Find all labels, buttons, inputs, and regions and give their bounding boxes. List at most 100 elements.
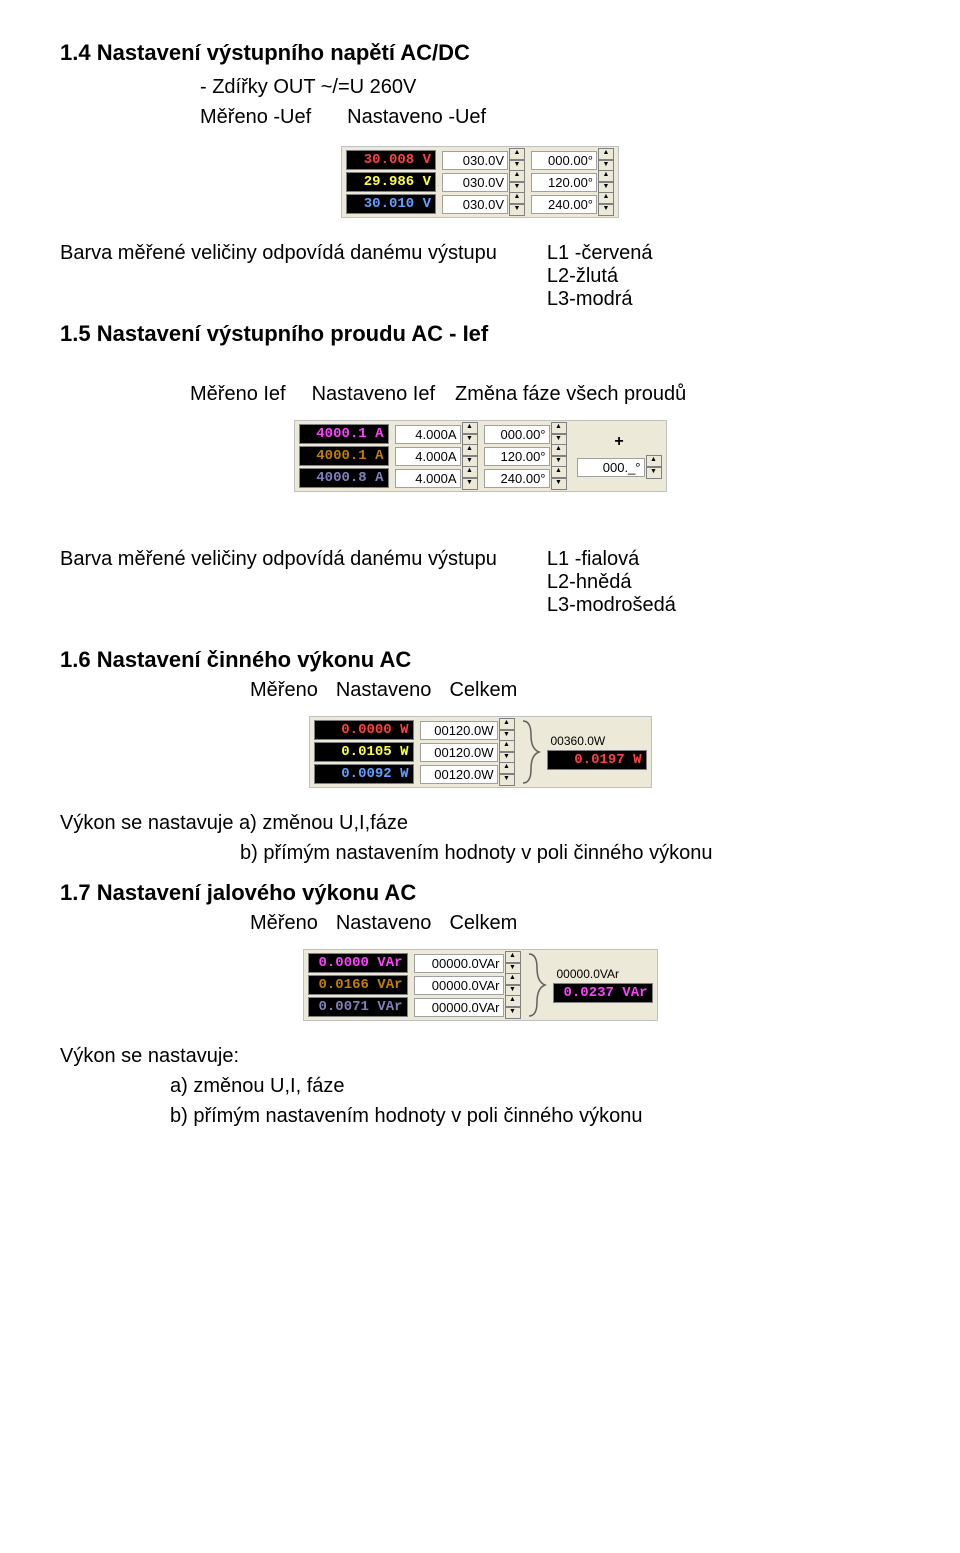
spin-input[interactable]: 030.0V	[442, 151, 508, 170]
spin-up-icon[interactable]: ▲	[598, 170, 614, 182]
table-row: 29.986 V030.0V▲▼120.00°▲▼	[346, 171, 614, 193]
table-row: 4000.1 A4.000A▲▼120.00°▲▼	[299, 445, 567, 467]
measured-display: 0.0000 W	[314, 720, 414, 740]
spin-down-icon[interactable]: ▼	[509, 204, 525, 216]
label-mereno-17: Měřeno	[250, 912, 318, 935]
spin-up-icon[interactable]: ▲	[462, 466, 478, 478]
spin-up-icon[interactable]: ▲	[551, 444, 567, 456]
table-row: 30.010 V030.0V▲▼240.00°▲▼	[346, 193, 614, 215]
spin-down-icon[interactable]: ▼	[551, 478, 567, 490]
section-1-4-sub1: - Zdířky OUT ~/=U 260V	[200, 72, 900, 102]
spin-input[interactable]: 030.0V	[442, 173, 508, 192]
measured-display: 29.986 V	[346, 172, 436, 192]
voltage-panel: 30.008 V030.0V▲▼000.00°▲▼29.986 V030.0V▲…	[341, 146, 619, 218]
note-16b: b) přímým nastavením hodnoty v poli činn…	[240, 838, 900, 868]
color-legend-item: L2-hnědá	[547, 571, 676, 594]
spin-input[interactable]: 240.00°	[531, 195, 597, 214]
table-row: 4000.1 A4.000A▲▼000.00°▲▼	[299, 423, 567, 445]
note-17b: b) přímým nastavením hodnoty v poli činn…	[170, 1101, 900, 1131]
active-power-sum-label: 00360.0W	[547, 734, 606, 748]
spin-up-icon[interactable]: ▲	[646, 455, 662, 467]
table-row: 0.0166 VAr00000.0VAr▲▼	[308, 974, 521, 996]
label-mereno-uef: Měřeno -Uef	[200, 102, 311, 132]
spin-input[interactable]: 00000.0VAr	[414, 998, 504, 1017]
brace-icon	[521, 719, 541, 785]
spin-up-icon[interactable]: ▲	[499, 718, 515, 730]
measured-display: 4000.1 A	[299, 424, 389, 444]
color-legend-item: L3-modrá	[547, 288, 653, 311]
measured-display: 0.0092 W	[314, 764, 414, 784]
phase-lock-input[interactable]: 000._°	[577, 458, 645, 477]
spin-up-icon[interactable]: ▲	[551, 422, 567, 434]
label-zmena-faze: Změna fáze všech proudů	[455, 383, 686, 406]
spin-up-icon[interactable]: ▲	[505, 973, 521, 985]
color-legend-item: L1 -červená	[547, 242, 653, 265]
measured-display: 0.0071 VAr	[308, 997, 408, 1017]
plus-icon: +	[614, 433, 623, 451]
spin-up-icon[interactable]: ▲	[499, 740, 515, 752]
spin-down-icon[interactable]: ▼	[462, 478, 478, 490]
label-nastaveno-ief: Nastaveno Ief	[312, 383, 435, 406]
spin-input[interactable]: 00120.0W	[420, 765, 498, 784]
spin-input[interactable]: 4.000A	[395, 425, 461, 444]
spin-input[interactable]: 00120.0W	[420, 743, 498, 762]
spin-input[interactable]: 000.00°	[484, 425, 550, 444]
spin-input[interactable]: 000.00°	[531, 151, 597, 170]
table-row: 30.008 V030.0V▲▼000.00°▲▼	[346, 149, 614, 171]
spin-down-icon[interactable]: ▼	[646, 467, 662, 479]
note-17-head: Výkon se nastavuje:	[60, 1041, 900, 1071]
spin-up-icon[interactable]: ▲	[509, 192, 525, 204]
label-celkem-16: Celkem	[449, 679, 517, 702]
table-row: 0.0000 VAr00000.0VAr▲▼	[308, 952, 521, 974]
spin-input[interactable]: 00000.0VAr	[414, 976, 504, 995]
label-nastaveno-17: Nastaveno	[336, 912, 432, 935]
spin-input[interactable]: 4.000A	[395, 469, 461, 488]
table-row: 0.0092 W 00120.0W▲▼	[314, 763, 515, 785]
spin-input[interactable]: 00000.0VAr	[414, 954, 504, 973]
measured-display: 4000.8 A	[299, 468, 389, 488]
spin-up-icon[interactable]: ▲	[551, 466, 567, 478]
spin-input[interactable]: 120.00°	[484, 447, 550, 466]
spin-up-icon[interactable]: ▲	[505, 995, 521, 1007]
label-mereno-16: Měřeno	[250, 679, 318, 702]
label-nastaveno-16: Nastaveno	[336, 679, 432, 702]
measured-display: 0.0105 W	[314, 742, 414, 762]
color-legend-item: L2-žlutá	[547, 265, 653, 288]
reactive-power-sum-label: 00000.0VAr	[553, 967, 620, 981]
spin-up-icon[interactable]: ▲	[509, 170, 525, 182]
measured-display: 30.008 V	[346, 150, 436, 170]
current-panel: 4000.1 A4.000A▲▼000.00°▲▼4000.1 A4.000A▲…	[294, 420, 667, 492]
measured-display: 0.0000 VAr	[308, 953, 408, 973]
color-legend-item: L3-modrošedá	[547, 594, 676, 617]
measured-display: 30.010 V	[346, 194, 436, 214]
measured-display: 0.0166 VAr	[308, 975, 408, 995]
spin-up-icon[interactable]: ▲	[462, 422, 478, 434]
label-nastaveno-uef: Nastaveno -Uef	[347, 102, 486, 132]
active-power-panel: 0.0000 W00120.0W▲▼0.0105 W00120.0W▲▼0.00…	[309, 716, 652, 788]
note-16a: Výkon se nastavuje a) změnou U,I,fáze	[60, 808, 900, 838]
spin-up-icon[interactable]: ▲	[598, 148, 614, 160]
spin-up-icon[interactable]: ▲	[499, 762, 515, 774]
spin-up-icon[interactable]: ▲	[462, 444, 478, 456]
spin-input[interactable]: 030.0V	[442, 195, 508, 214]
spin-input[interactable]: 240.00°	[484, 469, 550, 488]
section-1-5-heading: 1.5 Nastavení výstupního proudu AC - Ief	[60, 321, 900, 347]
brace-icon	[527, 952, 547, 1018]
reactive-power-sum-display: 0.0237 VAr	[553, 983, 653, 1003]
label-mereno-ief: Měřeno Ief	[190, 383, 286, 406]
spin-input[interactable]: 4.000A	[395, 447, 461, 466]
spin-down-icon[interactable]: ▼	[505, 1007, 521, 1019]
spin-input[interactable]: 120.00°	[531, 173, 597, 192]
spin-up-icon[interactable]: ▲	[509, 148, 525, 160]
voltage-color-desc: Barva měřené veličiny odpovídá danému vý…	[60, 242, 497, 311]
current-color-desc: Barva měřené veličiny odpovídá danému vý…	[60, 548, 497, 617]
note-17a: a) změnou U,I, fáze	[170, 1071, 900, 1101]
spin-input[interactable]: 00120.0W	[420, 721, 498, 740]
section-1-4-heading: 1.4 Nastavení výstupního napětí AC/DC	[60, 40, 900, 66]
spin-up-icon[interactable]: ▲	[505, 951, 521, 963]
section-1-6-heading: 1.6 Nastavení činného výkonu AC	[60, 647, 900, 673]
spin-down-icon[interactable]: ▼	[598, 204, 614, 216]
active-power-sum-display: 0.0197 W	[547, 750, 647, 770]
spin-down-icon[interactable]: ▼	[499, 774, 515, 786]
spin-up-icon[interactable]: ▲	[598, 192, 614, 204]
